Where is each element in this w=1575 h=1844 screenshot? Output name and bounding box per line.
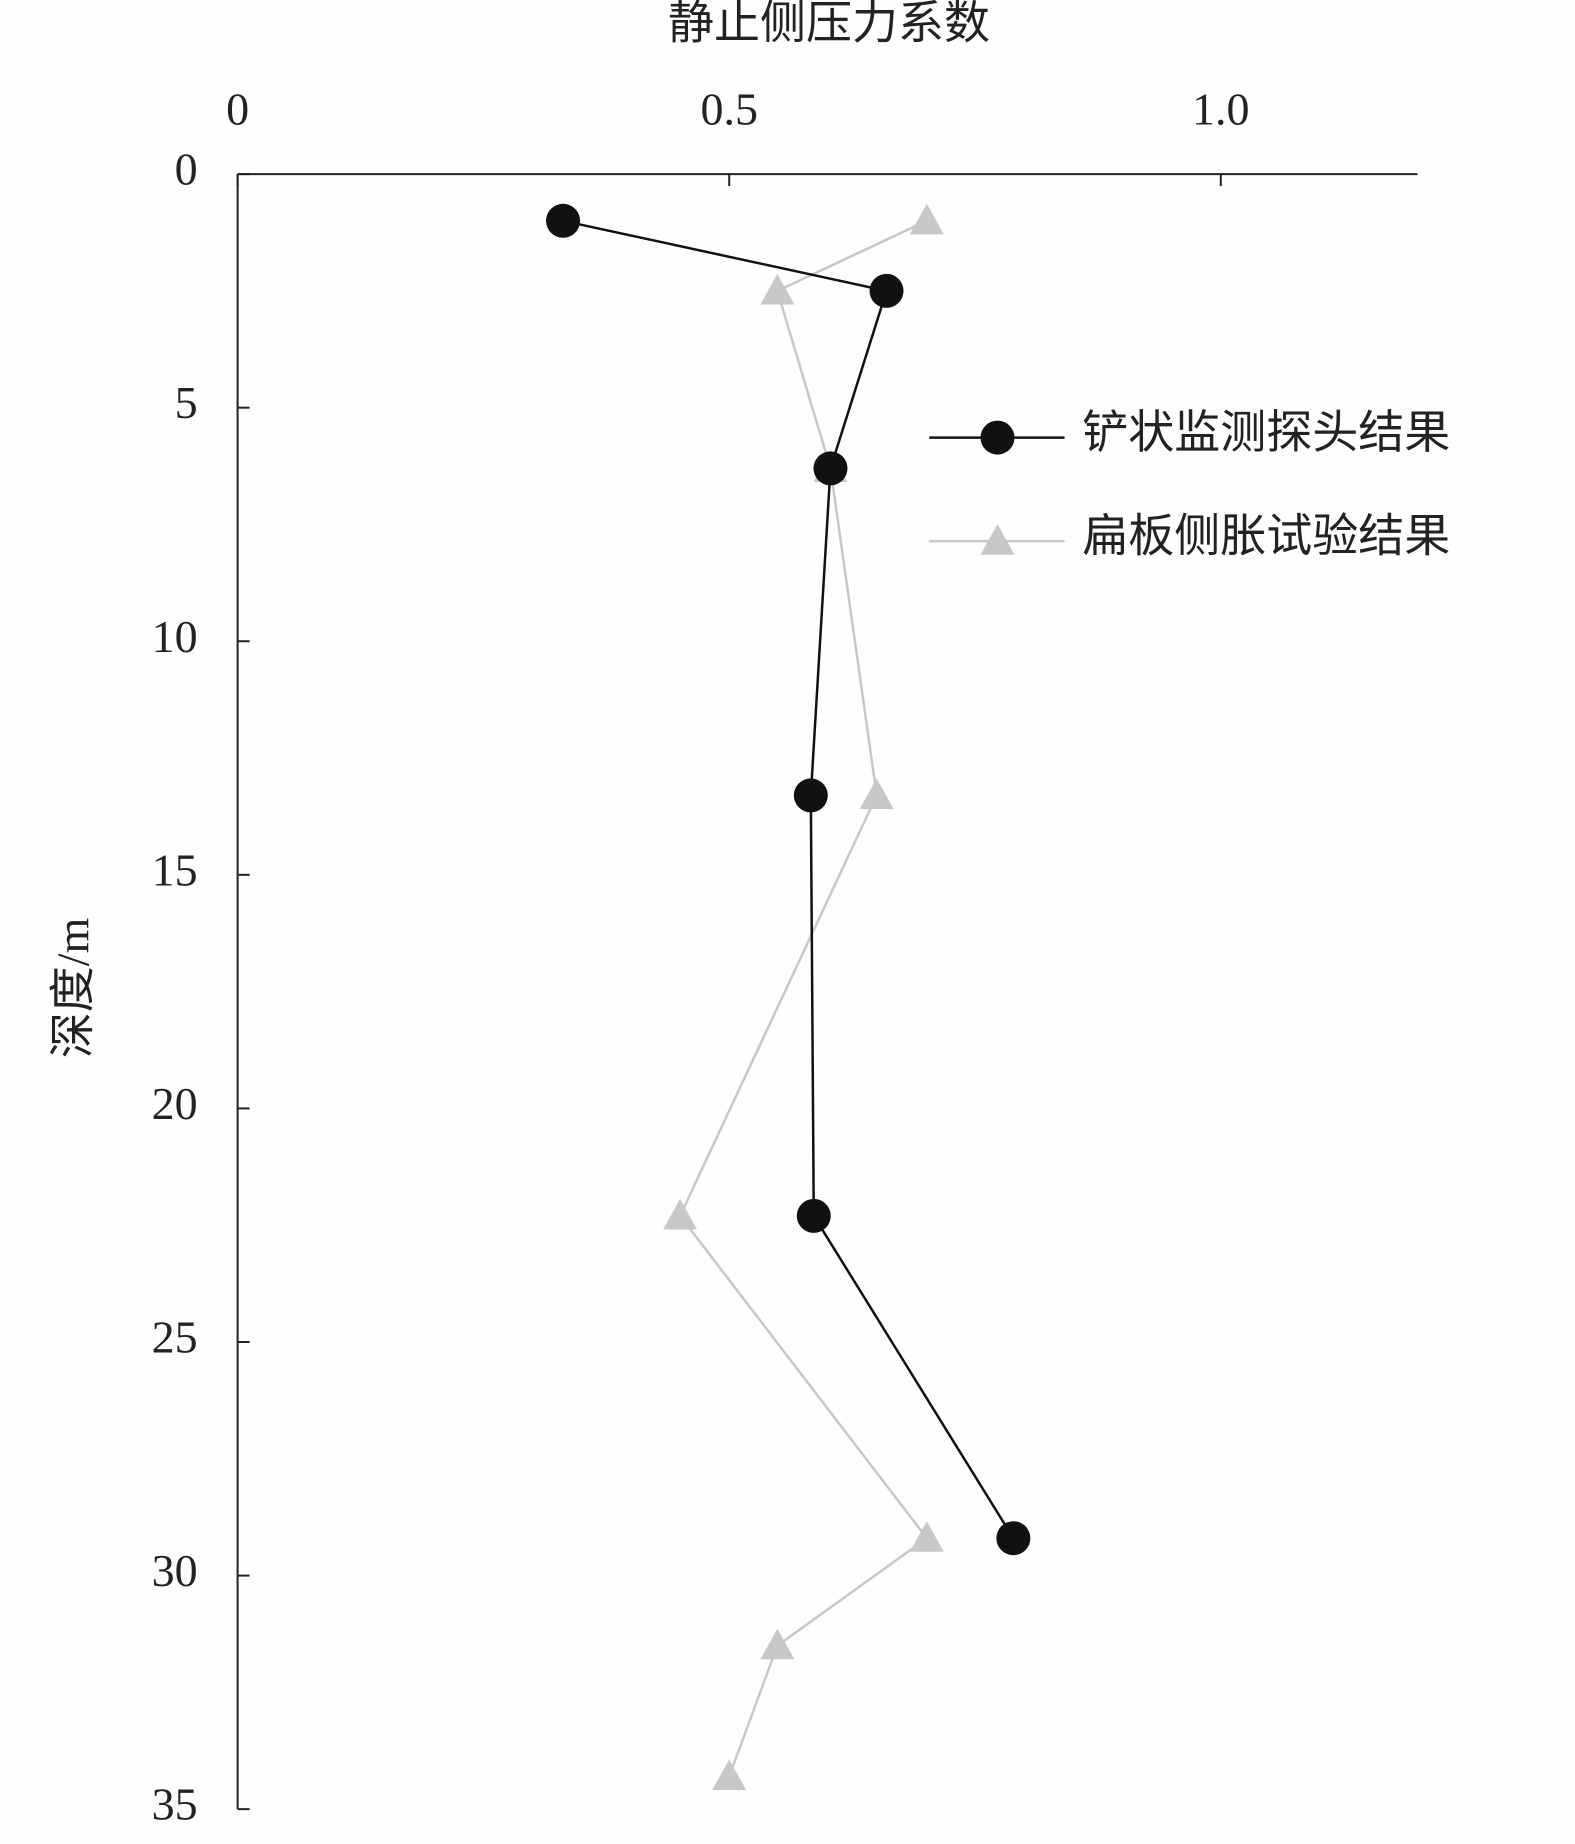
marker <box>869 273 904 308</box>
series-line <box>678 219 929 1777</box>
marker <box>663 1198 698 1230</box>
y-tick-label: 20 <box>152 1078 198 1129</box>
legend-marker <box>980 524 1015 555</box>
legend-label: 扁板侧胀试验结果 <box>1082 511 1450 562</box>
x-tick-label: 0 <box>226 84 249 135</box>
legend-marker <box>980 420 1015 455</box>
marker <box>996 1521 1031 1556</box>
marker <box>859 778 894 810</box>
y-axis-title: 深度/m <box>48 918 99 1059</box>
x-tick-label: 1.0 <box>1192 84 1250 135</box>
y-tick-label: 5 <box>175 377 198 428</box>
marker <box>909 203 944 235</box>
y-tick-label: 35 <box>152 1779 198 1830</box>
marker <box>909 1521 944 1552</box>
y-tick-label: 10 <box>152 611 198 662</box>
marker <box>813 451 848 486</box>
y-tick-label: 0 <box>175 144 198 195</box>
y-tick-label: 25 <box>152 1312 198 1363</box>
series-line <box>562 219 1015 1539</box>
marker <box>712 1759 747 1791</box>
x-axis-title: 静止侧压力系数 <box>668 0 990 49</box>
marker <box>760 273 795 305</box>
marker <box>796 1198 831 1233</box>
marker <box>793 778 828 813</box>
x-tick-label: 0.5 <box>700 84 758 135</box>
y-tick-label: 15 <box>152 844 198 895</box>
marker <box>546 203 581 238</box>
legend-label: 铲状监测探头结果 <box>1082 407 1450 458</box>
y-tick-label: 30 <box>152 1545 198 1596</box>
marker <box>760 1628 795 1660</box>
